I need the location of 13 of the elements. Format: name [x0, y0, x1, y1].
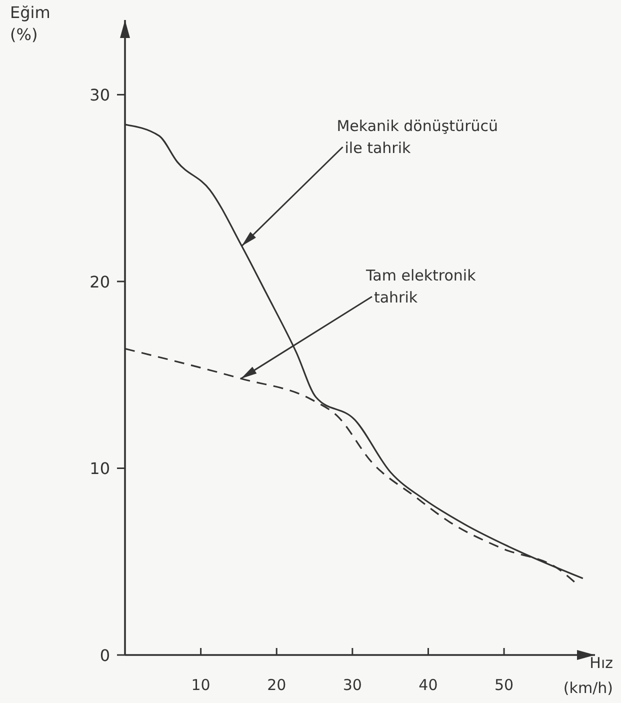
x-tick-label: 10	[191, 676, 210, 694]
annotation: Tam elektronik tahrik	[364, 266, 476, 307]
y-axis-title: Eğim (%)	[10, 3, 50, 44]
x-tick-label: 50	[494, 676, 514, 694]
y-tick-label: 10	[90, 459, 110, 478]
y-tick-label: 20	[90, 272, 110, 292]
x-tick-label: 40	[418, 676, 438, 694]
x-tick-label: 20	[267, 676, 286, 694]
y-tick-label: 0	[100, 646, 110, 665]
x-tick-label: 30	[342, 676, 362, 694]
x-axis-title: Hız (km/h)	[563, 654, 614, 697]
annotation: Mekanik dönüştürücü ile tahrik	[336, 116, 498, 157]
y-tick-label: 30	[90, 86, 110, 105]
